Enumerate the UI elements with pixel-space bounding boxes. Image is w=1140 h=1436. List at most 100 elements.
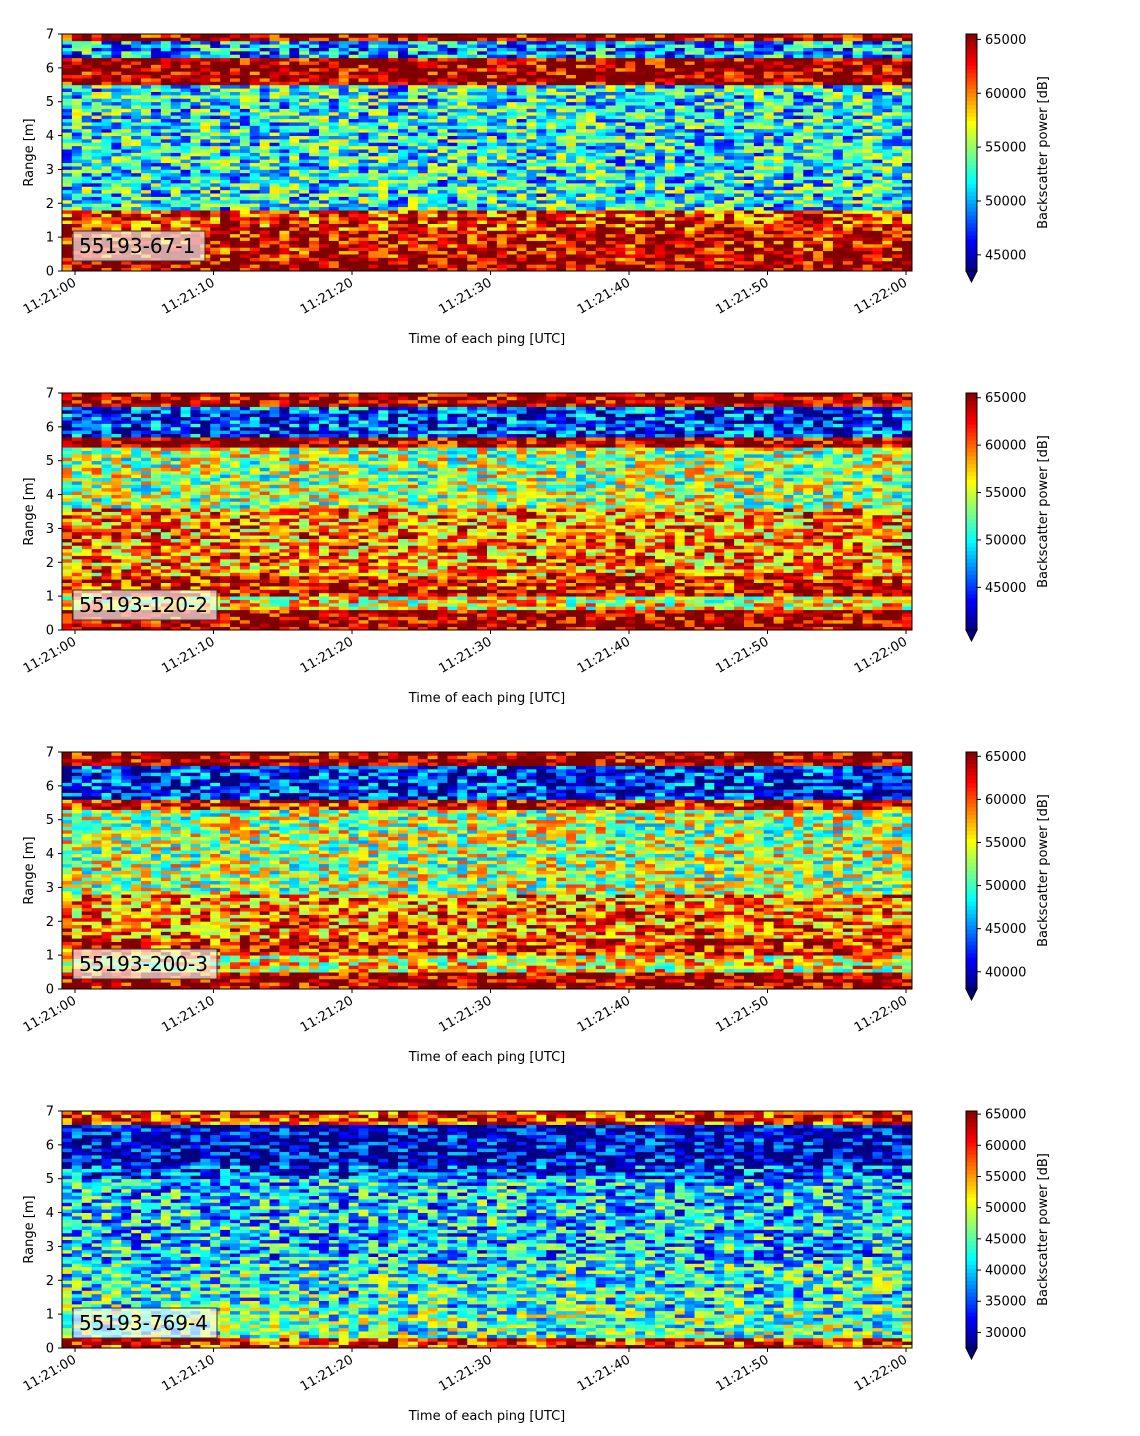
heatmap-cell [279, 88, 290, 92]
heatmap-cell [150, 57, 162, 62]
heatmap-cell [309, 122, 320, 126]
heatmap-cell [398, 243, 409, 248]
heatmap-cell [467, 240, 478, 245]
heatmap-cell [556, 223, 567, 228]
heatmap-cell [447, 179, 458, 184]
heatmap-cell [91, 169, 102, 174]
heatmap-cell [585, 250, 597, 255]
heatmap-cell [467, 169, 478, 174]
heatmap-cell [348, 203, 359, 208]
heatmap-cell [407, 125, 419, 130]
heatmap-cell [605, 176, 616, 180]
heatmap-cell [328, 152, 340, 157]
heatmap-cell [694, 37, 705, 42]
heatmap-cell [121, 37, 132, 42]
heatmap-cell [368, 203, 379, 208]
heatmap-cell [121, 213, 132, 218]
heatmap-cell [625, 179, 636, 184]
heatmap-cell [674, 88, 686, 92]
heatmap-cell [289, 254, 300, 258]
heatmap-cell [763, 196, 775, 201]
heatmap-cell [655, 220, 666, 224]
heatmap-cell [358, 78, 369, 82]
heatmap-cell [585, 172, 597, 177]
heatmap-cell [398, 162, 409, 167]
heatmap-cell [348, 206, 359, 211]
heatmap-cell [753, 47, 765, 52]
heatmap-cell [318, 254, 330, 258]
heatmap-cell [180, 159, 191, 164]
heatmap-cell [546, 61, 557, 65]
heatmap-cell [388, 57, 399, 62]
heatmap-cell [309, 44, 320, 48]
heatmap-cell [279, 94, 290, 99]
heatmap-cell [91, 84, 102, 89]
heatmap-cell [753, 220, 765, 224]
heatmap-cell [417, 98, 429, 103]
heatmap-cell [566, 264, 577, 269]
heatmap-cell [625, 226, 636, 231]
heatmap-cell [427, 220, 438, 224]
heatmap-cell [81, 84, 93, 89]
heatmap-cell [447, 196, 458, 201]
heatmap-cell [239, 233, 251, 238]
heatmap-cell [299, 155, 310, 160]
heatmap-cell [753, 108, 765, 113]
heatmap-cell [91, 67, 102, 72]
heatmap-cell [694, 84, 705, 89]
heatmap-cell [447, 88, 458, 92]
heatmap-cell [358, 193, 369, 197]
heatmap-cell [704, 125, 715, 130]
heatmap-cell [309, 257, 320, 262]
heatmap-cell [160, 210, 172, 214]
heatmap-cell [645, 260, 656, 265]
heatmap-cell [664, 135, 676, 140]
heatmap-cell [121, 101, 132, 106]
heatmap-cell [506, 145, 518, 150]
heatmap-cell [595, 111, 606, 116]
heatmap-cell [595, 74, 606, 79]
heatmap-cell [417, 210, 429, 214]
heatmap-cell [170, 199, 181, 204]
heatmap-cell [180, 166, 191, 170]
heatmap-cell [526, 149, 537, 153]
heatmap-cell [249, 118, 261, 123]
heatmap-cell [536, 135, 547, 140]
heatmap-cell [289, 193, 300, 197]
heatmap-cell [516, 71, 527, 76]
heatmap-cell [437, 254, 448, 258]
heatmap-cell [398, 57, 409, 62]
heatmap-cell [338, 115, 350, 120]
heatmap-cell [556, 71, 567, 76]
heatmap-cell [71, 118, 83, 123]
heatmap-cell [595, 267, 606, 272]
heatmap-cell [724, 132, 735, 136]
heatmap-cell [388, 78, 399, 82]
heatmap-cell [575, 250, 587, 255]
heatmap-cell [200, 226, 211, 231]
heatmap-cell [506, 84, 518, 89]
heatmap-cell [111, 145, 122, 150]
heatmap-cell [62, 105, 73, 109]
heatmap-cell [743, 237, 755, 241]
heatmap-cell [417, 61, 429, 65]
heatmap-cell [437, 81, 448, 86]
heatmap-cell [536, 216, 547, 221]
heatmap-cell [348, 145, 359, 150]
heatmap-cell [753, 71, 765, 76]
heatmap-cell [111, 88, 122, 92]
heatmap-cell [437, 159, 448, 164]
heatmap-cell [655, 257, 666, 262]
heatmap-cell [348, 108, 359, 113]
heatmap-cell [348, 189, 359, 194]
heatmap-cell [437, 203, 448, 208]
heatmap-cell [141, 98, 152, 103]
heatmap-cell [131, 176, 142, 180]
heatmap-cell [753, 81, 765, 86]
heatmap-cell [585, 199, 597, 204]
heatmap-cell [160, 223, 172, 228]
heatmap-cell [477, 166, 488, 170]
heatmap-cell [358, 240, 369, 245]
heatmap-cell [684, 138, 695, 143]
heatmap-cell [81, 176, 93, 180]
